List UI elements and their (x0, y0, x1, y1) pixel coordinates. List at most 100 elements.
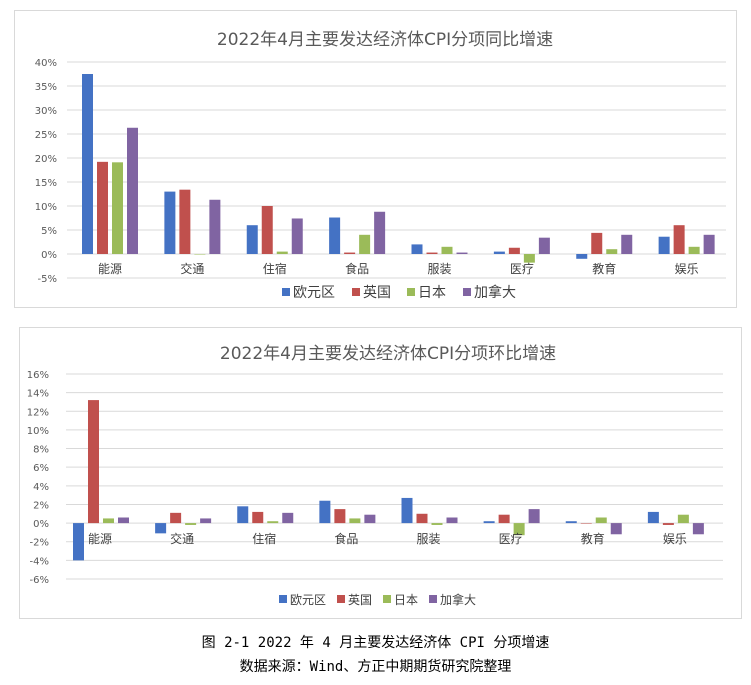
bar (73, 523, 84, 561)
bar (411, 244, 423, 254)
bar (483, 521, 495, 524)
bar (508, 247, 520, 254)
bar (528, 509, 540, 524)
legend-label: 加拿大 (474, 284, 516, 301)
legend-swatch (337, 595, 345, 603)
x-category-label: 服装 (417, 532, 441, 546)
bar (446, 517, 458, 524)
y-tick-label: -4% (30, 556, 49, 567)
bar (703, 234, 715, 254)
x-category-label: 能源 (98, 262, 122, 276)
chart-title: 2022年4月主要发达经济体CPI分项环比增速 (220, 344, 556, 364)
bar (164, 191, 176, 254)
legend-swatch (279, 595, 287, 603)
legend-swatch (383, 595, 391, 603)
bar (580, 523, 592, 524)
bar (246, 225, 258, 254)
y-tick-label: 2% (33, 500, 49, 511)
bar (344, 252, 356, 254)
source-caption: 数据来源：Wind、方正中期期货研究院整理 (239, 659, 512, 675)
y-tick-label: 16% (27, 370, 49, 381)
bar (118, 517, 129, 524)
y-tick-label: 25% (35, 130, 57, 141)
bar (673, 225, 685, 254)
bar (276, 251, 288, 254)
y-tick-label: 8% (33, 445, 49, 456)
x-category-label: 能源 (88, 532, 112, 546)
bar (319, 500, 331, 524)
bar (82, 74, 93, 254)
bar (513, 523, 525, 536)
y-tick-label: 6% (33, 463, 49, 474)
x-category-label: 娱乐 (675, 262, 699, 276)
bar (565, 521, 577, 524)
bar (282, 512, 294, 524)
bar (291, 218, 303, 254)
legend-label: 日本 (418, 285, 446, 301)
bar (185, 523, 197, 525)
bar (194, 254, 206, 255)
bar (364, 514, 376, 524)
legend-swatch (282, 288, 290, 296)
bar (349, 518, 361, 524)
y-tick-label: 40% (35, 58, 57, 69)
chart-mom: 2022年4月主要发达经济体CPI分项环比增速 -6% -4% -2% 0% 2% 4% 6%… (27, 344, 723, 607)
bar (576, 254, 588, 259)
bar (677, 514, 689, 524)
figure-caption: 图 2-1 2022 年 4 月主要发达经济体 CPI 分项增速 (201, 635, 550, 651)
x-category-label: 食品 (334, 531, 358, 546)
legend-swatch (407, 288, 415, 296)
x-category-label: 娱乐 (663, 532, 687, 546)
y-tick-label: -2% (30, 538, 49, 549)
x-category-label: 教育 (592, 261, 616, 276)
bar (426, 252, 438, 254)
y-tick-label: 10% (27, 426, 49, 437)
legend-label: 日本 (394, 593, 418, 607)
bar (88, 400, 99, 524)
y-tick-label: 10% (35, 202, 57, 213)
x-category-label: 服装 (428, 262, 452, 276)
bar (606, 249, 618, 254)
bar (374, 211, 386, 254)
bar (97, 161, 108, 254)
legend-label: 加拿大 (440, 592, 476, 607)
y-tick-label: 0% (33, 519, 49, 530)
y-tick-label: 5% (41, 226, 57, 237)
y-tick-label: 15% (35, 178, 57, 189)
chart-title: 2022年4月主要发达经济体CPI分项同比增速 (217, 30, 553, 50)
bar (179, 189, 191, 254)
bar (329, 217, 341, 254)
bar (103, 518, 114, 524)
x-category-label: 教育 (581, 531, 605, 546)
legend-label: 欧元区 (293, 285, 335, 301)
chart-panel-yoy: 2022年4月主要发达经济体CPI分项同比增速 -5% 0% 5% 10% 15% 20% 2… (14, 10, 737, 308)
x-category-label: 医疗 (499, 532, 523, 546)
bar (621, 234, 633, 254)
y-tick-label: 14% (27, 389, 49, 400)
bar (688, 246, 700, 254)
bar (127, 127, 138, 254)
bar (155, 523, 167, 534)
bar (647, 511, 659, 524)
bar (456, 252, 468, 254)
x-category-label: 住宿 (252, 531, 276, 546)
bar (237, 506, 249, 524)
bar (692, 523, 704, 535)
bar (498, 514, 510, 524)
x-category-label: 食品 (345, 261, 369, 276)
bar (493, 251, 505, 254)
legend-label: 英国 (348, 593, 372, 607)
bar (662, 523, 674, 525)
legend-label: 欧元区 (290, 593, 326, 607)
bar (209, 199, 221, 254)
legend-swatch (429, 595, 437, 603)
y-tick-label: 30% (35, 106, 57, 117)
x-category-label: 住宿 (263, 261, 287, 276)
bar (595, 517, 607, 524)
legend-label: 英国 (363, 284, 391, 301)
x-category-label: 医疗 (510, 262, 534, 276)
y-tick-label: -6% (30, 575, 49, 586)
bar (441, 246, 453, 254)
bar (200, 518, 212, 524)
bar (261, 206, 273, 254)
